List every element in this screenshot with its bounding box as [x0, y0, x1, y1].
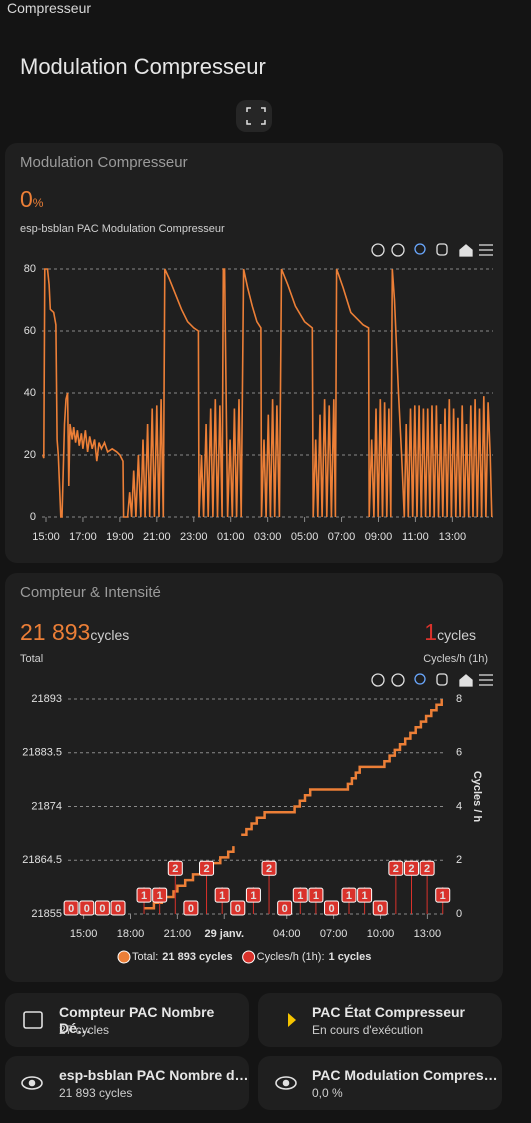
value-number: 0	[20, 186, 33, 212]
tile-state: 0,0 %	[312, 1086, 343, 1100]
value-unit: cycles	[90, 627, 130, 643]
value-number: 1	[424, 619, 438, 645]
value-unit: cycles	[437, 627, 476, 643]
card	[5, 143, 503, 563]
tile[interactable]: esp-bsblan PAC Nombre d… 21 893 cycles	[5, 1056, 249, 1110]
value-unit: %	[32, 196, 44, 210]
tile-state: En cours d'exécution	[312, 1023, 424, 1037]
value: 0%	[20, 186, 43, 213]
secondary-label: Cycles/h (1h)	[423, 653, 488, 665]
entity-name: esp-bsblan PAC Modulation Compresseur	[20, 223, 225, 235]
tile[interactable]: PAC État Compresseur En cours d'exécution	[258, 993, 502, 1047]
value-number: 21 893	[20, 619, 91, 645]
view-title: Modulation Compresseur	[20, 54, 266, 79]
tile-name: Compteur PAC Nombre Dé…	[59, 1004, 215, 1036]
tile[interactable]: Compteur PAC Nombre Dé… 27 cycles	[5, 993, 249, 1047]
tile-name: PAC État Compresseur	[312, 1004, 466, 1020]
primary-label: Total	[20, 653, 44, 665]
expand-button[interactable]	[236, 100, 272, 132]
primary-value: 21 893cycles	[20, 619, 129, 646]
tile-name: PAC Modulation Compres…	[312, 1067, 498, 1083]
tile[interactable]: PAC Modulation Compres… 0,0 %	[258, 1056, 502, 1110]
secondary-value: 1cycles	[424, 619, 476, 646]
tile-name: esp-bsblan PAC Nombre d…	[59, 1067, 249, 1083]
tile-state: 21 893 cycles	[59, 1086, 133, 1100]
card-title: Compteur & Intensité	[20, 584, 161, 601]
header-title: Compresseur	[7, 0, 92, 16]
card-title: Modulation Compresseur	[20, 154, 188, 171]
tile-state: 27 cycles	[59, 1023, 110, 1037]
